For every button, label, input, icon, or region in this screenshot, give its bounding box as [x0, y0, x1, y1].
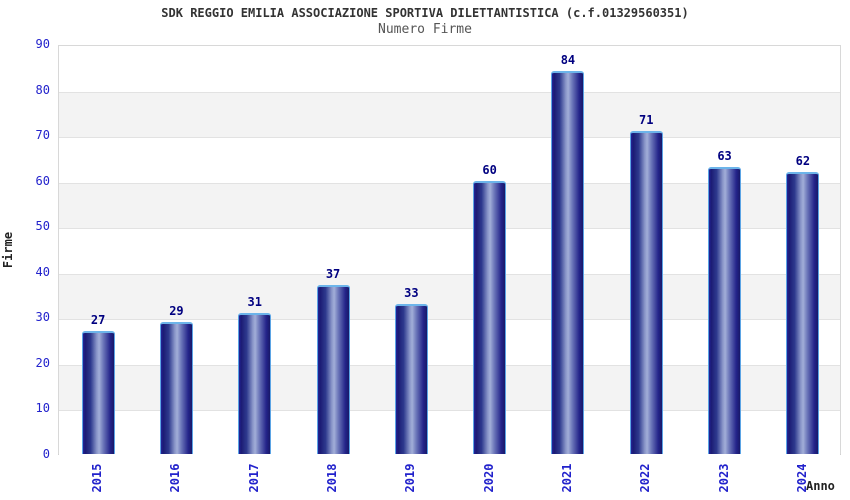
y-axis-title: Firme: [1, 231, 15, 269]
bar: [786, 171, 820, 454]
bar-value-label: 71: [639, 112, 654, 127]
y-tick-label: 20: [35, 355, 50, 370]
x-tick-label: 2017: [246, 463, 261, 493]
x-tick-label: 2022: [638, 463, 653, 493]
gridline: [59, 364, 840, 366]
x-tick-label: 2019: [403, 463, 418, 493]
bar-value-label: 29: [169, 303, 184, 318]
x-tick-label: 2023: [716, 463, 731, 493]
y-tick-label: 90: [35, 37, 50, 51]
bar-value-label: 60: [482, 162, 497, 177]
y-tick-label: 40: [35, 264, 50, 279]
chart-subtitle: Numero Firme: [378, 22, 472, 37]
gridline: [59, 228, 840, 230]
bar: [629, 130, 663, 454]
y-tick-label: 0: [42, 447, 50, 461]
x-tick-label: 2015: [90, 463, 105, 493]
bar: [473, 180, 507, 454]
gridline: [59, 182, 840, 184]
bar: [394, 303, 428, 454]
x-tick-label: 2018: [325, 463, 340, 493]
bar-value-label: 31: [247, 294, 262, 309]
bar-value-label: 84: [560, 53, 576, 68]
plot-band: [59, 91, 840, 138]
bar-value-label: 27: [90, 313, 106, 327]
gridline: [59, 91, 840, 93]
bar: [316, 285, 350, 454]
y-tick-label: 10: [35, 401, 50, 416]
x-tick-label: 2020: [481, 463, 496, 493]
gridline: [59, 410, 840, 412]
gridline: [59, 319, 840, 321]
y-tick-label: 50: [35, 219, 50, 234]
bar: [708, 167, 742, 454]
chart-title: SDK REGGIO EMILIA ASSOCIAZIONE SPORTIVA …: [161, 6, 689, 20]
x-axis-title: Anno: [806, 479, 835, 493]
gridline: [59, 273, 840, 275]
plot-area: 27 29 31 37 33 60 84 71 63 62: [58, 45, 841, 456]
bar: [81, 331, 115, 454]
bar: [551, 71, 585, 454]
y-tick-label: 80: [35, 82, 50, 97]
bar-value-label: 33: [404, 285, 419, 300]
plot-band: [59, 46, 840, 92]
bar-value-label: 62: [795, 153, 811, 168]
gridline: [59, 137, 840, 139]
x-tick-label: 2021: [559, 463, 574, 493]
bar-value-label: 63: [717, 149, 732, 163]
x-tick-label: 2016: [168, 463, 183, 493]
bar-value-label: 37: [325, 267, 341, 282]
y-tick-label: 30: [35, 310, 50, 325]
y-tick-label: 60: [35, 173, 50, 188]
bar: [159, 321, 193, 454]
y-tick-label: 70: [35, 128, 50, 143]
bar: [238, 312, 272, 454]
